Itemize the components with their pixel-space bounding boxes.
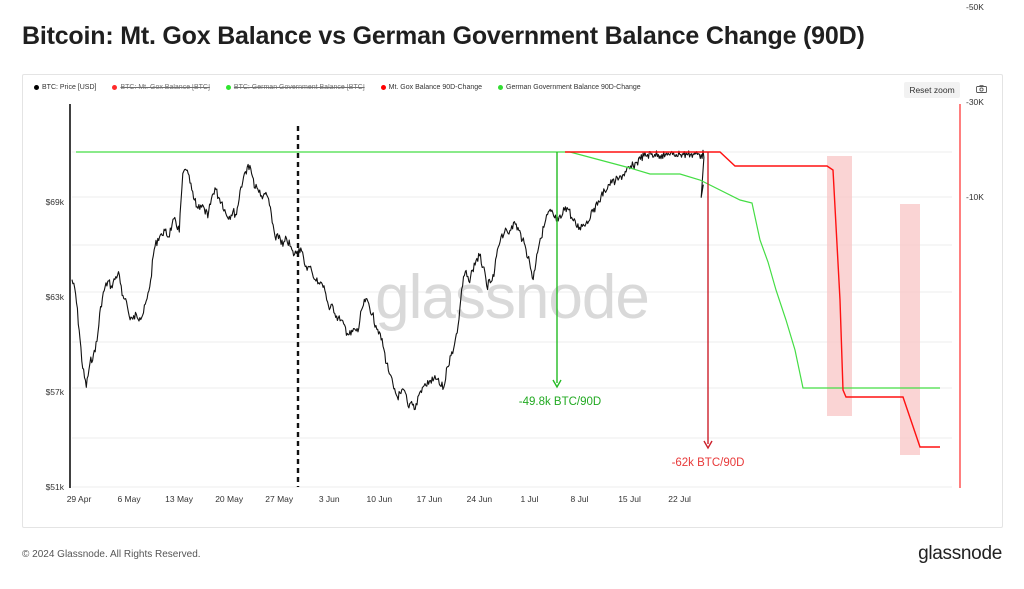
y-right-tick-label: -30K xyxy=(966,97,984,107)
legend-label: Mt. Gox Balance 90D-Change xyxy=(388,84,483,91)
copyright-footer: © 2024 Glassnode. All Rights Reserved. xyxy=(22,549,201,560)
tick-labels: $51k$57k$63k$69k-10K-30K-50K-70K29 Apr6 … xyxy=(46,2,985,504)
x-tick-label: 6 May xyxy=(117,494,141,504)
y-left-tick-label: $63k xyxy=(46,292,65,302)
legend-label: German Government Balance 90D-Change xyxy=(506,84,641,91)
legend-dot xyxy=(498,85,504,90)
x-tick-label: 27 May xyxy=(265,494,294,504)
highlight-regions xyxy=(827,156,920,455)
x-tick-label: 17 Jun xyxy=(417,494,443,504)
german-change-arrow-head xyxy=(552,379,562,389)
german-government-change-line xyxy=(76,151,940,389)
x-tick-label: 22 Jul xyxy=(668,494,691,504)
x-tick-label: 10 Jun xyxy=(367,494,393,504)
legend-item-mtgox-balance[interactable]: BTC: Mt. Gox Balance [BTC] xyxy=(112,84,210,91)
annotations: -49.8k BTC/90D -62k BTC/90D xyxy=(519,152,745,469)
legend-item-mtgox-change[interactable]: Mt. Gox Balance 90D-Change xyxy=(380,84,483,91)
y-right-tick-label: -50K xyxy=(966,2,984,12)
legend-item-btc-price[interactable]: BTC: Price [USD] xyxy=(34,84,96,91)
axes xyxy=(69,104,961,488)
y-left-tick-label: $69k xyxy=(46,197,65,207)
legend-dot xyxy=(225,85,231,90)
x-tick-label: 3 Jun xyxy=(319,494,340,504)
y-right-tick-label: -10K xyxy=(966,192,984,202)
mtgox-change-annotation: -62k BTC/90D xyxy=(672,457,745,469)
y-left-tick-label: $57k xyxy=(46,387,65,397)
chart-legend: BTC: Price [USD] BTC: Mt. Gox Balance [B… xyxy=(34,84,641,91)
legend-label: BTC: Mt. Gox Balance [BTC] xyxy=(120,84,210,91)
camera-icon[interactable] xyxy=(976,85,987,93)
legend-label: BTC: German Government Balance [BTC] xyxy=(233,84,365,91)
x-tick-label: 15 Jul xyxy=(618,494,641,504)
x-tick-label: 24 Jun xyxy=(467,494,493,504)
legend-item-german-change[interactable]: German Government Balance 90D-Change xyxy=(498,84,641,91)
german-change-annotation: -49.8k BTC/90D xyxy=(519,396,601,408)
page-title: Bitcoin: Mt. Gox Balance vs German Gover… xyxy=(22,22,865,50)
legend-dot xyxy=(112,85,118,90)
reset-zoom-button[interactable]: Reset zoom xyxy=(904,82,960,98)
x-tick-label: 8 Jul xyxy=(571,494,589,504)
highlight-region xyxy=(900,204,920,455)
btc-price-line xyxy=(71,149,705,411)
legend-dot xyxy=(380,85,386,90)
legend-dot xyxy=(34,85,39,90)
y-left-tick-label: $51k xyxy=(46,482,65,492)
x-tick-label: 13 May xyxy=(165,494,194,504)
x-tick-label: 20 May xyxy=(215,494,244,504)
legend-item-german-balance[interactable]: BTC: German Government Balance [BTC] xyxy=(225,84,365,91)
brand-logo: glassnode xyxy=(918,543,1002,564)
mtgox-change-line xyxy=(565,151,940,448)
watermark: glassnode xyxy=(375,263,649,332)
x-tick-label: 29 Apr xyxy=(67,494,92,504)
legend-label: BTC: Price [USD] xyxy=(42,84,97,91)
x-tick-label: 1 Jul xyxy=(520,494,538,504)
series xyxy=(71,149,940,448)
mtgox-change-arrow-head xyxy=(703,440,713,450)
